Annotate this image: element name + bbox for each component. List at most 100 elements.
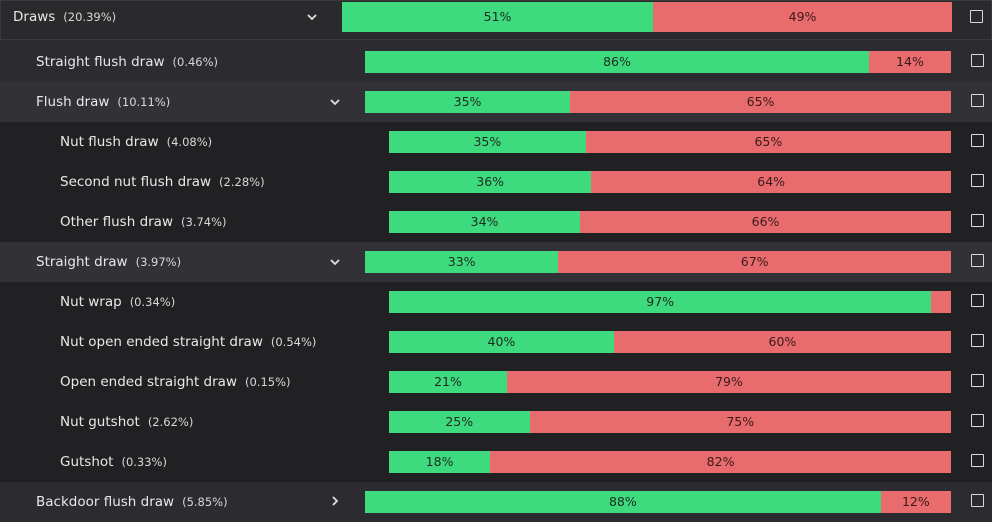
category-frequency: (5.85%) bbox=[182, 495, 228, 509]
category-frequency: (0.54%) bbox=[270, 335, 317, 349]
row-checkbox[interactable] bbox=[971, 414, 984, 427]
row-checkbox[interactable] bbox=[971, 94, 984, 107]
category-frequency: (20.39%) bbox=[63, 10, 117, 24]
category-name: Second nut flush draw bbox=[60, 174, 212, 190]
category-label: Backdoor flush draw (5.85%) bbox=[36, 482, 228, 522]
category-frequency: (3.74%) bbox=[181, 215, 227, 229]
category-row-other-flush-draw: Other flush draw (3.74%) 34% 66% bbox=[0, 202, 992, 242]
category-name: Gutshot bbox=[60, 454, 114, 470]
row-checkbox[interactable] bbox=[970, 10, 983, 23]
category-label: Open ended straight draw (0.15%) bbox=[60, 362, 291, 402]
equity-segment: 21% bbox=[389, 371, 508, 393]
opponent-segment: 79% bbox=[507, 371, 951, 393]
opponent-segment: 66% bbox=[580, 211, 951, 233]
equity-bar: 18% 82% bbox=[389, 451, 951, 473]
row-checkbox[interactable] bbox=[971, 494, 984, 507]
opponent-segment: 65% bbox=[570, 91, 951, 113]
equity-segment: 25% bbox=[389, 411, 530, 433]
equity-segment: 36% bbox=[389, 171, 592, 193]
equity-segment: 51% bbox=[342, 2, 654, 32]
category-row-gutshot: Gutshot (0.33%) 18% 82% bbox=[0, 442, 992, 482]
category-row-nut-gutshot: Nut gutshot (2.62%) 25% 75% bbox=[0, 402, 992, 442]
chevron-down-icon[interactable] bbox=[305, 0, 319, 37]
equity-bar: 33% 67% bbox=[365, 251, 951, 273]
category-label: Nut flush draw (4.08%) bbox=[60, 122, 212, 162]
opponent-segment: 14% bbox=[868, 51, 951, 73]
category-frequency: (4.08%) bbox=[166, 135, 213, 149]
category-row-nut-wrap: Nut wrap (0.34%) 97% bbox=[0, 282, 992, 322]
category-frequency: (0.46%) bbox=[172, 55, 219, 69]
category-name: Draws bbox=[13, 9, 56, 25]
category-row-nut-flush-draw: Nut flush draw (4.08%) 35% 65% bbox=[0, 122, 992, 162]
category-row-backdoor-flush-draw[interactable]: Backdoor flush draw (5.85%) 88% 12% bbox=[0, 482, 992, 522]
chevron-right-icon[interactable] bbox=[328, 482, 342, 522]
equity-bar: 36% 64% bbox=[389, 171, 951, 193]
equity-bar: 34% 66% bbox=[389, 211, 951, 233]
chevron-down-icon[interactable] bbox=[328, 82, 342, 122]
category-row-straight-draw[interactable]: Straight draw (3.97%) 33% 67% bbox=[0, 242, 992, 282]
category-name: Backdoor flush draw bbox=[36, 494, 175, 510]
row-checkbox[interactable] bbox=[971, 294, 984, 307]
category-row-draws[interactable]: Draws (20.39%) 51% 49% bbox=[0, 0, 992, 40]
row-checkbox[interactable] bbox=[971, 174, 984, 187]
category-label: Second nut flush draw (2.28%) bbox=[60, 162, 265, 202]
category-row-second-nut-flush-draw: Second nut flush draw (2.28%) 36% 64% bbox=[0, 162, 992, 202]
equity-segment: 18% bbox=[389, 451, 491, 473]
row-checkbox[interactable] bbox=[971, 214, 984, 227]
category-frequency: (3.97%) bbox=[135, 255, 182, 269]
equity-bar: 51% 49% bbox=[342, 2, 952, 32]
equity-bar: 35% 65% bbox=[389, 131, 951, 153]
category-label: Nut open ended straight draw (0.54%) bbox=[60, 322, 316, 362]
opponent-segment bbox=[931, 291, 951, 313]
category-name: Straight draw bbox=[36, 254, 128, 270]
opponent-segment: 82% bbox=[490, 451, 951, 473]
category-label: Flush draw (10.11%) bbox=[36, 82, 170, 122]
row-checkbox[interactable] bbox=[971, 334, 984, 347]
category-frequency: (0.15%) bbox=[245, 375, 291, 389]
category-label: Straight flush draw (0.46%) bbox=[36, 42, 218, 82]
equity-bar: 35% 65% bbox=[365, 91, 951, 113]
opponent-segment: 67% bbox=[558, 251, 951, 273]
row-checkbox[interactable] bbox=[971, 254, 984, 267]
equity-segment: 88% bbox=[365, 491, 881, 513]
category-label: Draws (20.39%) bbox=[13, 0, 116, 37]
category-name: Straight flush draw bbox=[36, 54, 165, 70]
row-checkbox[interactable] bbox=[971, 134, 984, 147]
category-frequency: (0.33%) bbox=[121, 455, 167, 469]
equity-segment: 97% bbox=[389, 291, 932, 313]
category-frequency: (0.34%) bbox=[129, 295, 176, 309]
opponent-segment: 49% bbox=[653, 2, 952, 32]
category-name: Flush draw bbox=[36, 94, 110, 110]
category-label: Nut wrap (0.34%) bbox=[60, 282, 175, 322]
category-row-flush-draw[interactable]: Flush draw (10.11%) 35% 65% bbox=[0, 82, 992, 122]
category-frequency: (2.62%) bbox=[147, 415, 194, 429]
opponent-segment: 75% bbox=[529, 411, 951, 433]
category-name: Nut open ended straight draw bbox=[60, 334, 263, 350]
opponent-segment: 12% bbox=[880, 491, 951, 513]
row-checkbox[interactable] bbox=[971, 374, 984, 387]
category-frequency: (2.28%) bbox=[219, 175, 265, 189]
category-row-straight-flush-draw: Straight flush draw (0.46%) 86% 14% bbox=[0, 42, 992, 82]
equity-bar: 21% 79% bbox=[389, 371, 951, 393]
opponent-segment: 65% bbox=[585, 131, 951, 153]
category-name: Nut gutshot bbox=[60, 414, 140, 430]
equity-segment: 86% bbox=[365, 51, 869, 73]
category-label: Other flush draw (3.74%) bbox=[60, 202, 227, 242]
chevron-down-icon[interactable] bbox=[328, 242, 342, 282]
equity-segment: 35% bbox=[389, 131, 586, 153]
row-checkbox[interactable] bbox=[971, 54, 984, 67]
category-name: Nut wrap bbox=[60, 294, 122, 310]
equity-bar: 97% bbox=[389, 291, 951, 313]
opponent-segment: 64% bbox=[591, 171, 951, 193]
category-label: Gutshot (0.33%) bbox=[60, 442, 167, 482]
equity-bar: 25% 75% bbox=[389, 411, 951, 433]
category-label: Nut gutshot (2.62%) bbox=[60, 402, 193, 442]
category-name: Nut flush draw bbox=[60, 134, 159, 150]
row-checkbox[interactable] bbox=[971, 454, 984, 467]
equity-bar: 88% 12% bbox=[365, 491, 951, 513]
equity-bar: 86% 14% bbox=[365, 51, 951, 73]
opponent-segment: 60% bbox=[613, 331, 951, 353]
category-row-oesd: Open ended straight draw (0.15%) 21% 79% bbox=[0, 362, 992, 402]
equity-segment: 40% bbox=[389, 331, 614, 353]
